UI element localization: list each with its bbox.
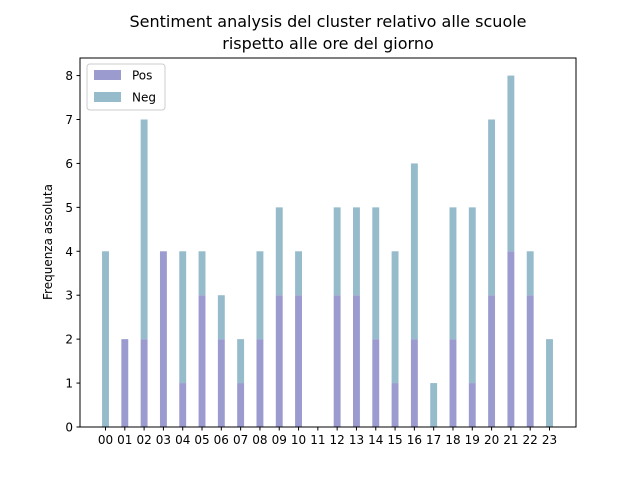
bar-pos-20 [488,295,496,427]
x-tick-label: 02 [136,433,151,447]
bar-pos-21 [507,251,515,427]
bar-neg-09 [275,207,283,296]
y-tick-label: 3 [65,289,73,303]
bar-pos-04 [179,383,187,427]
chart-title-line-2: rispetto alle ore del giorno [222,34,434,53]
legend-label-neg: Neg [132,91,156,105]
x-tick-label: 09 [272,433,287,447]
x-tick-label: 07 [233,433,248,447]
y-tick-label: 2 [65,333,73,347]
bar-pos-03 [159,251,167,427]
bar-neg-00 [102,251,109,427]
x-tick-label: 15 [387,433,402,447]
x-tick-label: 08 [252,433,267,447]
bar-neg-15 [391,251,399,384]
bar-neg-16 [410,163,418,340]
bar-neg-20 [488,119,496,296]
bar-pos-15 [391,383,399,427]
bar-pos-22 [526,295,534,427]
x-tick-label: 06 [214,433,229,447]
bars-group [102,75,553,427]
x-tick-label: 16 [407,433,422,447]
bar-pos-16 [410,339,418,427]
bar-pos-08 [256,339,264,427]
bar-neg-23 [546,339,553,427]
bar-neg-12 [333,207,341,296]
x-tick-label: 13 [349,433,364,447]
x-axis-ticks: 00 01 02 03 04 05 06 07 08 09 10 11 12 13 14 15 16 17 18 19… [98,427,557,447]
bar-pos-13 [353,295,360,427]
legend-swatch-neg [94,92,121,102]
bar-neg-04 [179,251,187,384]
y-tick-label: 8 [65,69,73,83]
bar-neg-22 [526,251,534,296]
y-axis-label: Frequenza assoluta [41,184,55,300]
legend-label-pos: Pos [132,69,152,83]
bar-neg-21 [507,75,515,252]
bar-neg-17 [430,383,438,427]
x-tick-label: 21 [503,433,518,447]
x-tick-label: 03 [156,433,171,447]
bar-neg-10 [295,251,302,296]
bar-pos-07 [237,383,245,427]
y-tick-label: 6 [65,157,73,171]
bar-pos-01 [121,339,129,427]
bar-pos-10 [295,295,302,427]
bar-neg-06 [217,295,225,340]
x-tick-label: 12 [330,433,345,447]
x-tick-label: 11 [310,433,325,447]
bar-pos-14 [372,339,380,427]
x-tick-label: 10 [291,433,306,447]
bar-pos-12 [333,295,341,427]
bar-neg-07 [237,339,245,384]
bar-neg-19 [468,207,476,384]
x-tick-label: 17 [426,433,441,447]
chart-title-line-1: Sentiment analysis del cluster relativo … [129,12,526,31]
x-tick-label: 14 [368,433,383,447]
plot-frame [79,57,577,428]
bar-pos-05 [198,295,206,427]
x-tick-label: 05 [194,433,209,447]
x-tick-label: 01 [117,433,132,447]
y-tick-label: 1 [65,377,73,391]
x-tick-label: 20 [484,433,499,447]
x-tick-label: 23 [542,433,557,447]
y-tick-label: 7 [65,113,73,127]
bar-neg-13 [353,207,360,296]
bar-pos-02 [140,339,148,427]
y-tick-label: 0 [65,421,73,435]
bar-pos-09 [275,295,283,427]
y-tick-label: 5 [65,201,73,215]
bar-pos-18 [449,339,457,427]
x-tick-label: 00 [98,433,113,447]
x-tick-label: 18 [445,433,460,447]
legend-swatch-pos [94,70,121,80]
x-tick-label: 04 [175,433,190,447]
bar-pos-19 [468,383,476,427]
y-axis-ticks: 0 1 2 3 4 5 6 7 8 [65,69,80,435]
x-tick-label: 22 [523,433,538,447]
bar-neg-05 [198,251,206,296]
bar-neg-02 [140,119,148,340]
y-tick-label: 4 [65,245,73,259]
x-tick-label: 19 [465,433,480,447]
bar-pos-06 [217,339,225,427]
bar-neg-18 [449,207,457,340]
bar-neg-14 [372,207,380,340]
legend: Pos Neg [86,63,166,111]
bar-neg-08 [256,251,264,340]
